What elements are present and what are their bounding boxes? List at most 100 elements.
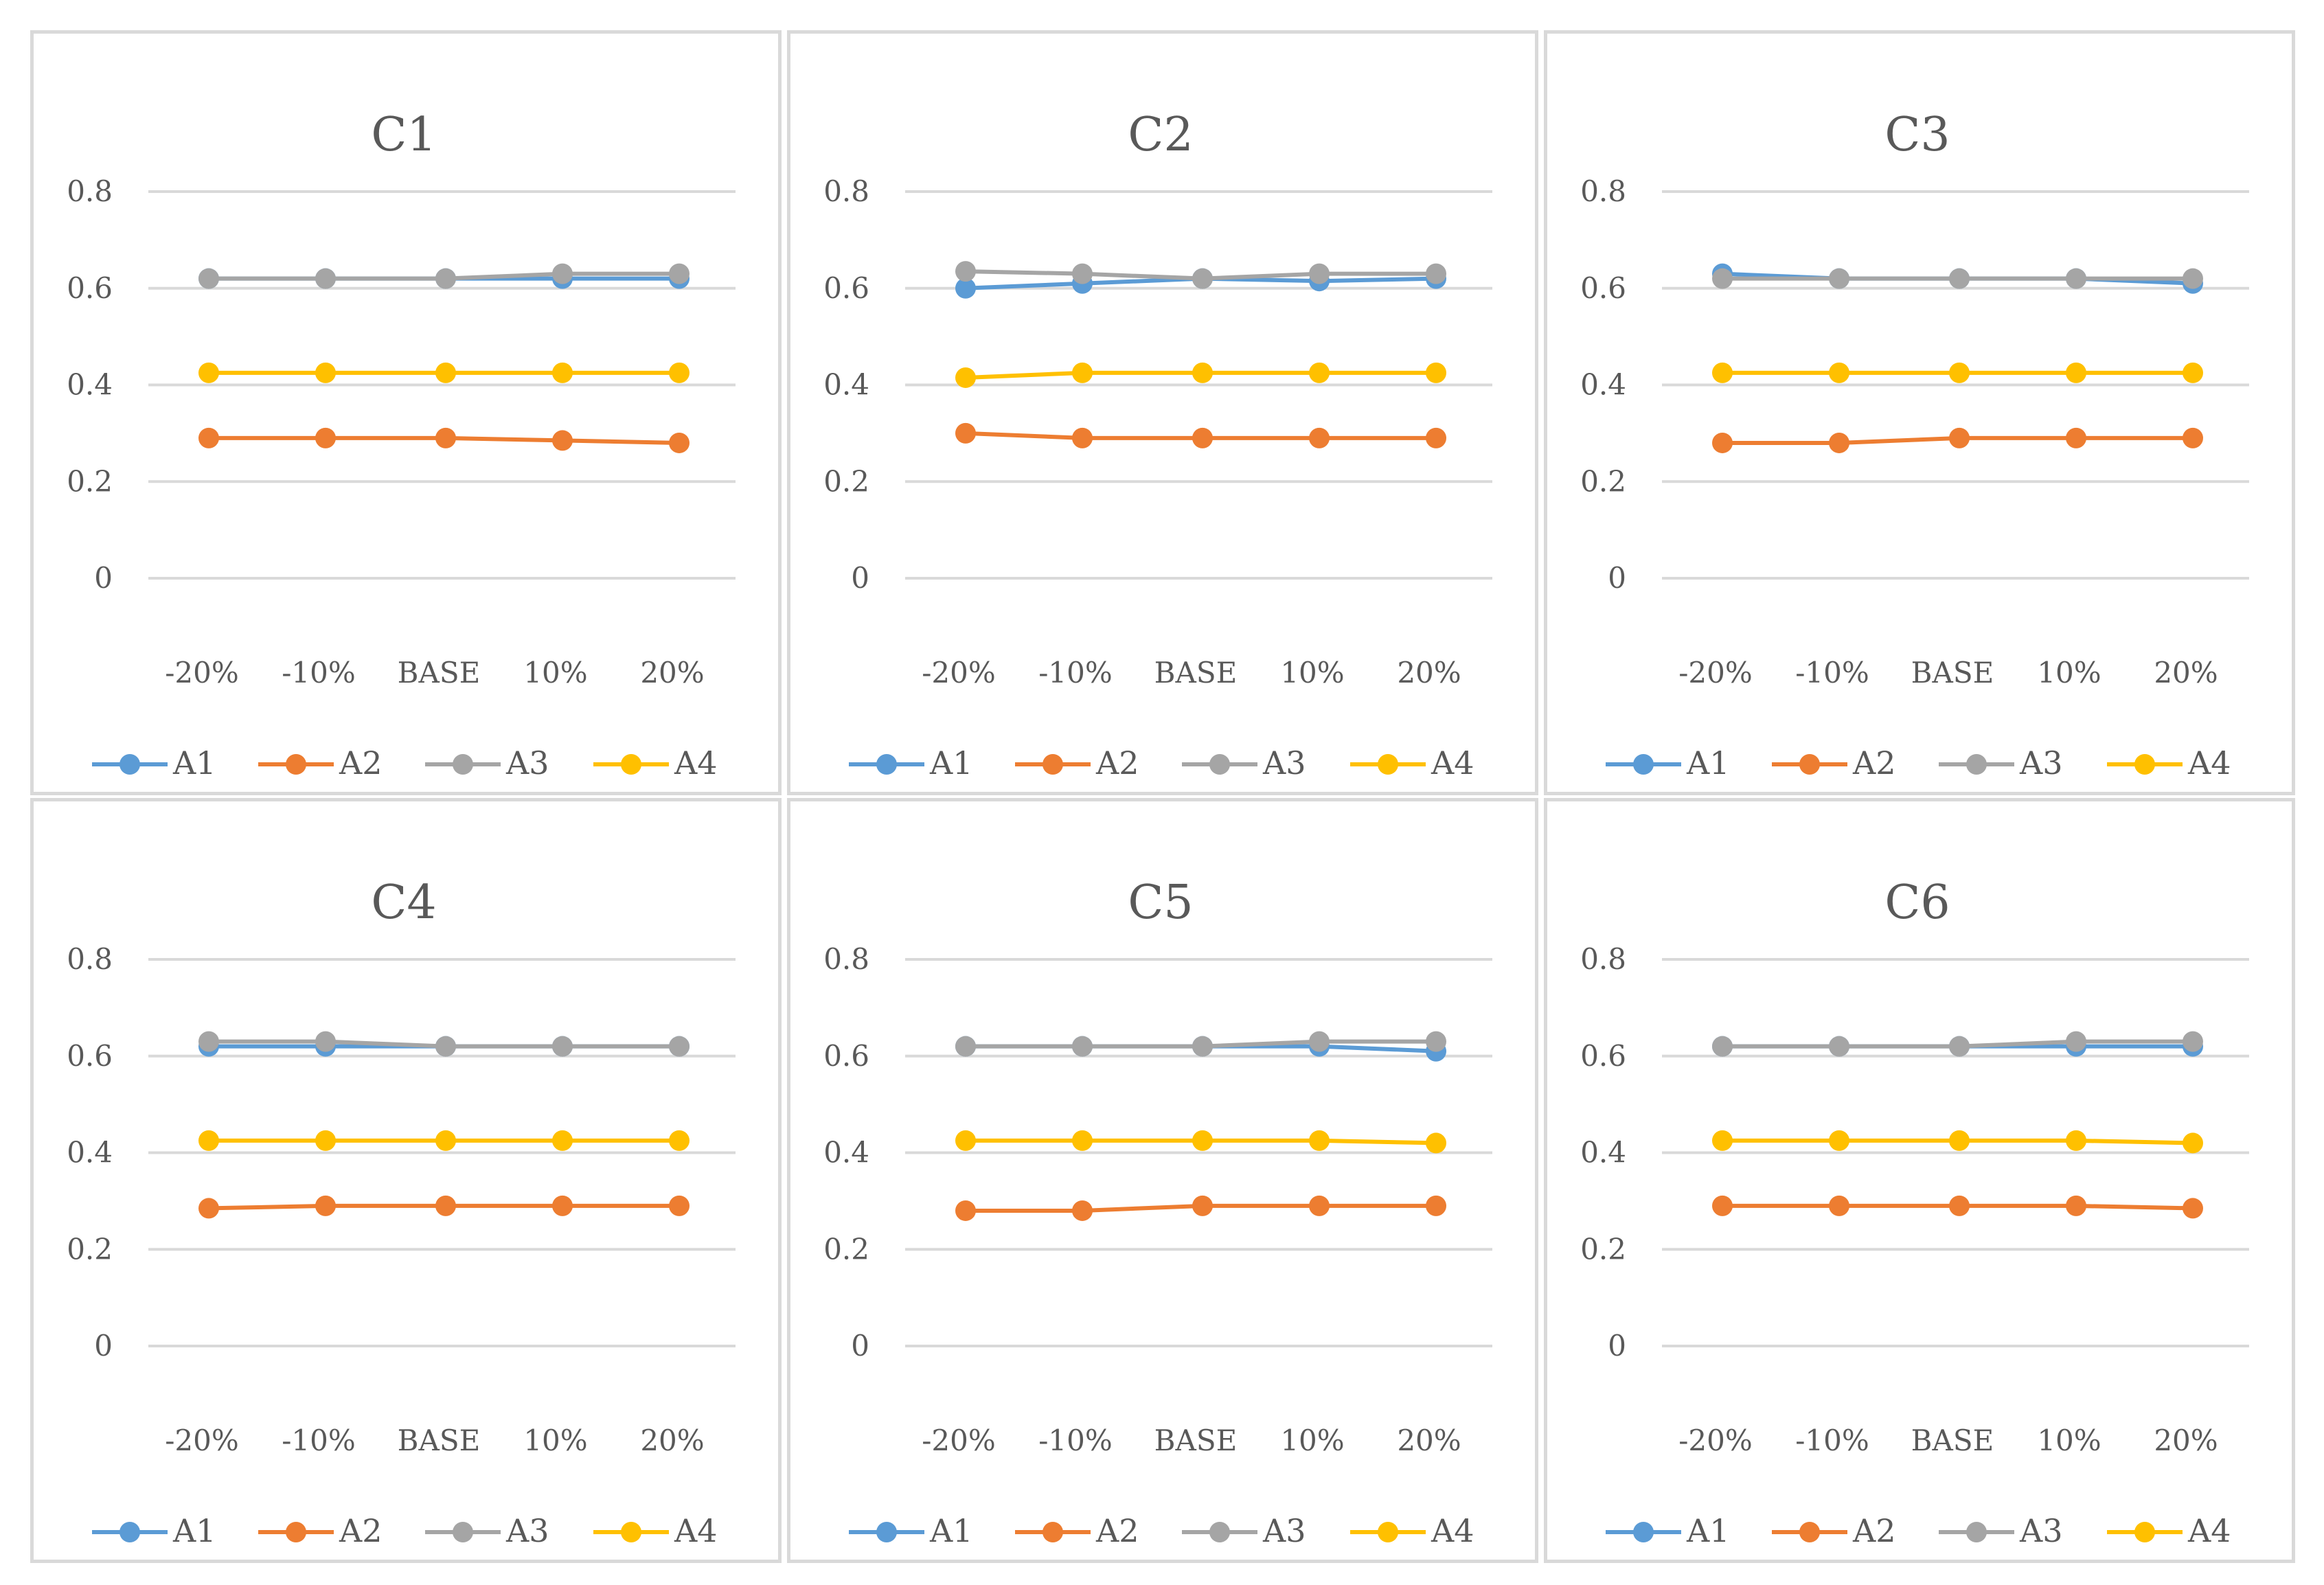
data-point-a4 bbox=[1192, 362, 1213, 383]
legend-marker bbox=[1966, 1522, 1987, 1542]
legend-label: A2 bbox=[339, 744, 383, 782]
y-tick-label: 0.8 bbox=[67, 942, 113, 976]
legend-marker bbox=[453, 1522, 473, 1542]
legend-marker bbox=[1633, 1522, 1654, 1542]
x-tick-label: 10% bbox=[2037, 656, 2101, 689]
data-point-a3 bbox=[2183, 1031, 2203, 1052]
data-point-a4 bbox=[1426, 362, 1446, 383]
legend-item-a1: A1 bbox=[92, 1512, 216, 1549]
data-point-a3 bbox=[1426, 263, 1446, 284]
x-tick-label: -10% bbox=[1038, 656, 1113, 689]
data-point-a2 bbox=[1829, 432, 1849, 453]
data-point-a4 bbox=[1829, 1130, 1849, 1151]
x-tick-label: 20% bbox=[2154, 656, 2218, 689]
legend-item-a4: A4 bbox=[593, 744, 718, 782]
x-tick-label: -10% bbox=[282, 1424, 356, 1457]
x-tick-label: 20% bbox=[640, 656, 704, 689]
data-point-a1 bbox=[955, 277, 976, 299]
legend-marker bbox=[1966, 754, 1987, 775]
y-tick-label: 0.4 bbox=[1580, 1136, 1626, 1170]
data-point-a4 bbox=[435, 1130, 456, 1151]
data-point-a2 bbox=[669, 1195, 690, 1216]
data-point-a2 bbox=[1829, 1195, 1849, 1216]
y-tick-label: 0.4 bbox=[823, 1136, 869, 1170]
data-point-a2 bbox=[552, 1195, 573, 1216]
data-point-a2 bbox=[435, 427, 456, 448]
data-point-a2 bbox=[1192, 1195, 1213, 1216]
chart-title: C6 bbox=[1884, 876, 1950, 930]
legend-label: A2 bbox=[1095, 1512, 1139, 1549]
legend-item-a1: A1 bbox=[1606, 744, 1730, 782]
legend-marker bbox=[621, 754, 641, 775]
legend-marker bbox=[2134, 1522, 2155, 1542]
legend-item-a3: A3 bbox=[425, 744, 549, 782]
data-point-a4 bbox=[552, 1130, 573, 1151]
x-tick-label: 20% bbox=[1397, 1424, 1461, 1457]
data-point-a4 bbox=[198, 1130, 219, 1151]
y-tick-label: 0.6 bbox=[1580, 1039, 1626, 1073]
data-point-a4 bbox=[955, 1130, 976, 1151]
chart-svg: C1 0 0.2 0.4 0.6 0.8 -20% -10% BASE 10% 20% A1 A2 A3 A… bbox=[67, 108, 736, 782]
legend-marker bbox=[1209, 754, 1230, 775]
legend-label: A2 bbox=[1095, 744, 1139, 782]
data-point-a2 bbox=[1712, 432, 1733, 453]
x-tick-label: 10% bbox=[523, 656, 587, 689]
legend-label: A3 bbox=[2019, 1512, 2063, 1549]
data-point-a4 bbox=[1949, 362, 1970, 383]
data-point-a2 bbox=[435, 1195, 456, 1216]
x-tick-label: 20% bbox=[640, 1424, 704, 1457]
chart-panel-c5: C5 0 0.2 0.4 0.6 0.8 -20% -10% BASE 10% 20% A1 A2 A3 A… bbox=[787, 798, 1538, 1563]
x-tick-label: 10% bbox=[1280, 1424, 1344, 1457]
data-point-a4 bbox=[315, 362, 336, 383]
y-tick-label: 0.8 bbox=[1580, 174, 1626, 208]
data-point-a2 bbox=[1309, 427, 1330, 448]
x-tick-label: -10% bbox=[282, 656, 356, 689]
data-point-a2 bbox=[1426, 1195, 1446, 1216]
data-point-a2 bbox=[2066, 427, 2086, 448]
chart-svg: C4 0 0.2 0.4 0.6 0.8 -20% -10% BASE 10% 20% A1 A2 A3 A… bbox=[67, 876, 736, 1549]
legend-marker bbox=[1043, 1522, 1063, 1542]
legend-item-a1: A1 bbox=[849, 744, 973, 782]
data-point-a2 bbox=[955, 1200, 976, 1221]
x-tick-label: 10% bbox=[523, 1424, 587, 1457]
legend-label: A1 bbox=[1686, 744, 1730, 782]
legend-item-a4: A4 bbox=[1350, 744, 1474, 782]
data-point-a3 bbox=[1426, 1031, 1446, 1052]
chart-title: C1 bbox=[371, 108, 436, 162]
data-point-a3 bbox=[552, 263, 573, 284]
chart-svg: C2 0 0.2 0.4 0.6 0.8 -20% -10% BASE 10% 20% A1 A2 A3 A… bbox=[823, 108, 1492, 782]
legend-label: A2 bbox=[1852, 744, 1896, 782]
legend-item-a4: A4 bbox=[593, 1512, 718, 1549]
data-point-a3 bbox=[669, 263, 690, 284]
legend-label: A4 bbox=[2187, 744, 2231, 782]
x-tick-label: -10% bbox=[1795, 656, 1869, 689]
y-tick-label: 0.6 bbox=[1580, 271, 1626, 305]
data-point-a3 bbox=[2066, 1031, 2086, 1052]
legend-item-a2: A2 bbox=[1772, 1512, 1896, 1549]
x-tick-label: BASE bbox=[1154, 656, 1238, 689]
legend-marker bbox=[286, 754, 306, 775]
data-point-a2 bbox=[315, 427, 336, 448]
data-point-a4 bbox=[955, 367, 976, 388]
chart-svg: C3 0 0.2 0.4 0.6 0.8 -20% -10% BASE 10% 20% A1 A2 A3 A… bbox=[1580, 108, 2249, 782]
legend-item-a1: A1 bbox=[92, 744, 216, 782]
data-point-a4 bbox=[1309, 362, 1330, 383]
data-point-a2 bbox=[2183, 427, 2203, 448]
legend-marker bbox=[1633, 754, 1654, 775]
legend-item-a3: A3 bbox=[425, 1512, 549, 1549]
y-tick-label: 0 bbox=[851, 1329, 869, 1362]
data-point-a3 bbox=[1712, 1036, 1733, 1057]
legend-item-a3: A3 bbox=[1939, 1512, 2063, 1549]
data-point-a4 bbox=[2183, 1132, 2203, 1154]
legend-label: A4 bbox=[674, 744, 718, 782]
data-point-a4 bbox=[1829, 362, 1849, 383]
legend-label: A4 bbox=[2187, 1512, 2231, 1549]
data-point-a3 bbox=[435, 268, 456, 289]
legend-label: A3 bbox=[505, 1512, 549, 1549]
legend-marker bbox=[1043, 754, 1063, 775]
y-tick-label: 0.2 bbox=[1580, 464, 1626, 498]
data-point-a2 bbox=[669, 432, 690, 453]
data-point-a2 bbox=[1072, 427, 1093, 448]
legend-label: A1 bbox=[1686, 1512, 1730, 1549]
